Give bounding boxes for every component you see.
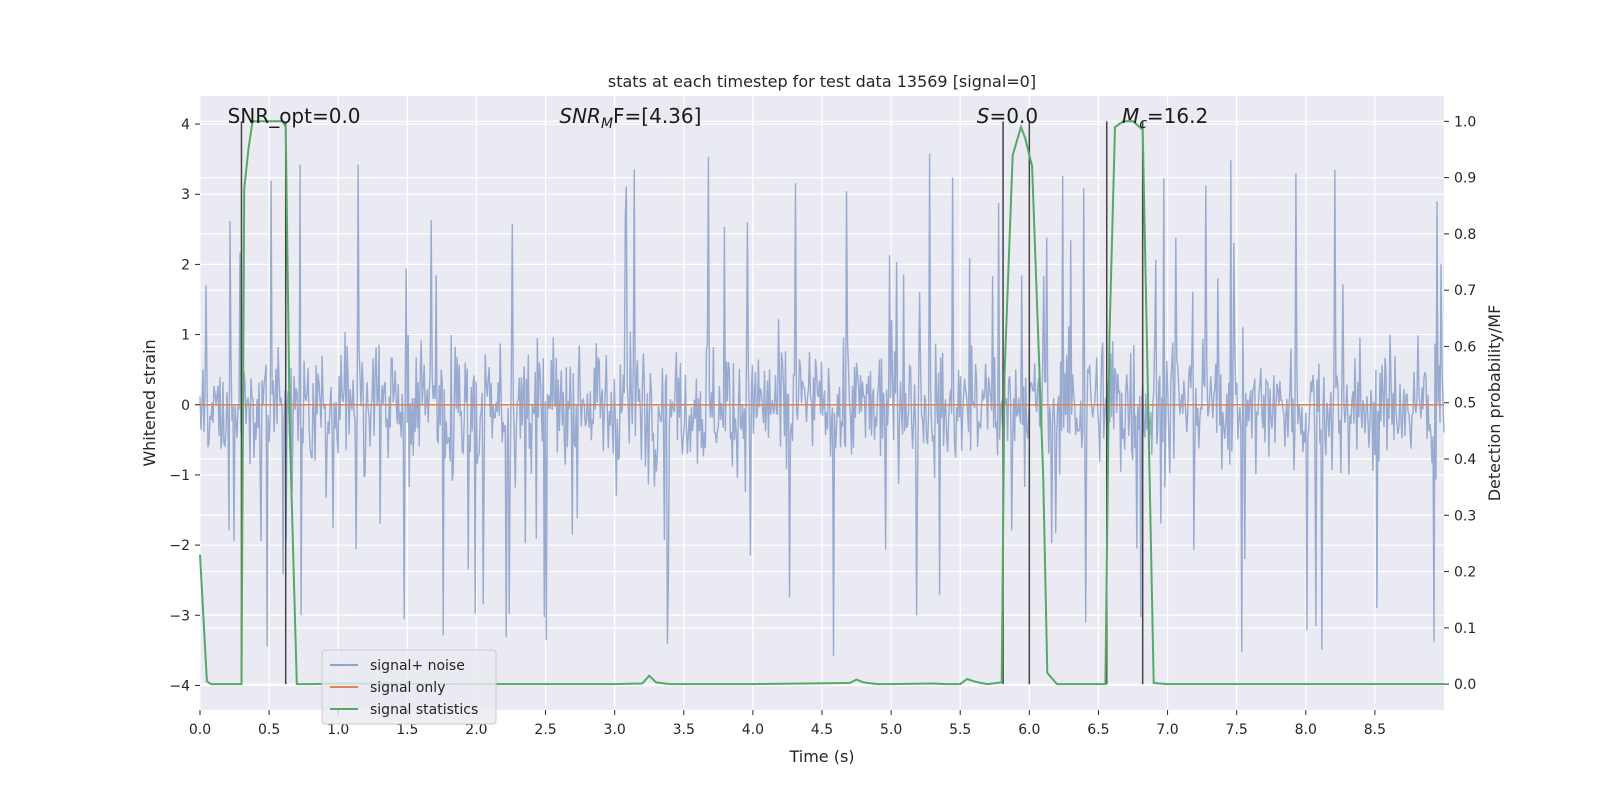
y-left-tick-label: 3: [181, 187, 190, 203]
y-left-tick-label: 0: [181, 398, 190, 414]
signal-statistics-line: [199, 120, 1444, 686]
noise-series: [199, 153, 1445, 656]
annotations: SNR_opt=0.0 SNRMF=[4.36] S=0.0 Mc=16.2: [228, 104, 1209, 132]
x-axis-ticks: 0.0 0.5 1.0 1.5 2.0 2.5 3.0 3.5 4.0 4.5 5.0 5.5 6.0 6…: [189, 710, 1386, 738]
y-right-tick-label: 0.4: [1454, 452, 1476, 468]
x-tick-label: 7.5: [1226, 722, 1248, 738]
chart-title: stats at each timestep for test data 135…: [608, 72, 1036, 91]
y-right-tick-label: 0.3: [1454, 508, 1476, 524]
y-right-tick-label: 0.1: [1454, 621, 1476, 637]
y-right-axis-label: Detection probability/MF: [1485, 305, 1504, 502]
y-left-tick-label: −3: [169, 608, 190, 624]
annotation-2: S=0.0: [977, 104, 1038, 128]
x-tick-label: 8.5: [1364, 722, 1386, 738]
y-right-tick-label: 0.6: [1454, 339, 1476, 355]
y-left-axis-ticks: −4 −3 −2 −1 0 1 2 3 4: [169, 117, 200, 694]
y-left-tick-label: −4: [169, 678, 190, 694]
annotation-3: Mc=16.2: [1122, 104, 1208, 132]
y-right-axis-ticks: 0.0 0.1 0.2 0.3 0.4 0.5 0.6 0.7 0.8 0.9 1.0: [1444, 114, 1476, 693]
y-right-tick-label: 0.8: [1454, 227, 1476, 243]
y-right-tick-label: 0.9: [1454, 171, 1476, 187]
x-tick-label: 0.5: [258, 722, 280, 738]
y-left-tick-label: 2: [181, 257, 190, 273]
y-right-tick-label: 0.5: [1454, 396, 1476, 412]
legend-label-signal-only: signal only: [370, 680, 445, 696]
x-tick-label: 1.0: [327, 722, 349, 738]
x-tick-label: 6.5: [1087, 722, 1109, 738]
y-right-tick-label: 0.0: [1454, 677, 1476, 693]
legend-box: [321, 649, 497, 725]
x-tick-label: 0.0: [189, 722, 211, 738]
x-tick-label: 1.5: [396, 722, 418, 738]
legend-label-statistics: signal statistics: [370, 702, 478, 718]
annotation-0: SNR_opt=0.0: [228, 104, 361, 128]
annotation-1: SNRMF=[4.36]: [559, 104, 701, 132]
x-tick-label: 2.5: [534, 722, 556, 738]
y-right-tick-label: 1.0: [1454, 114, 1476, 130]
y-right-tick-label: 0.2: [1454, 565, 1476, 581]
x-tick-label: 8.0: [1295, 722, 1317, 738]
x-tick-label: 6.0: [1018, 722, 1040, 738]
x-axis-label: Time (s): [788, 747, 854, 766]
x-tick-label: 4.0: [742, 722, 764, 738]
x-tick-label: 7.0: [1156, 722, 1178, 738]
x-tick-label: 5.5: [949, 722, 971, 738]
y-left-tick-label: −2: [169, 538, 190, 554]
legend-label-noise: signal+ noise: [370, 658, 465, 674]
x-tick-label: 3.5: [673, 722, 695, 738]
signal-statistics-series: [199, 120, 1444, 686]
y-left-tick-label: 1: [181, 328, 190, 344]
y-right-tick-label: 0.7: [1454, 283, 1476, 299]
y-left-tick-label: −1: [169, 468, 190, 484]
x-tick-label: 3.0: [604, 722, 626, 738]
x-tick-label: 4.5: [811, 722, 833, 738]
legend: signal+ noise signal only signal statist…: [321, 649, 497, 725]
x-tick-label: 2.0: [465, 722, 487, 738]
y-left-axis-label: Whitened strain: [140, 339, 159, 466]
y-left-tick-label: 4: [181, 117, 190, 133]
noise-line: [199, 153, 1445, 656]
x-tick-label: 5.0: [880, 722, 902, 738]
